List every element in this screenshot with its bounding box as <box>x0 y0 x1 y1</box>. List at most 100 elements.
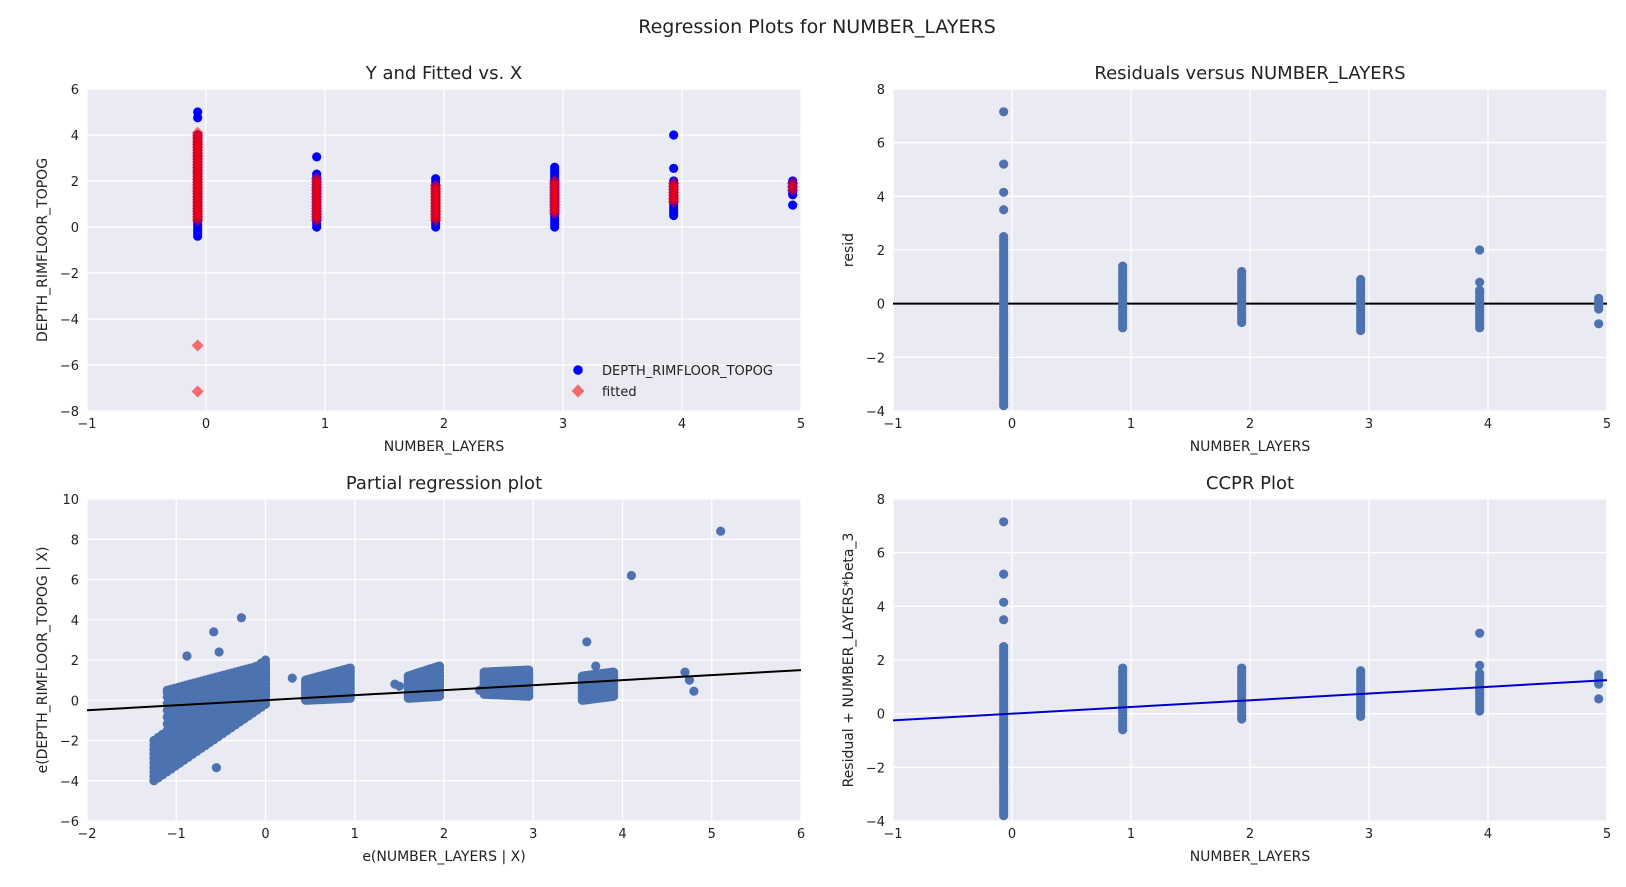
y-tick-label: 8 <box>877 83 885 98</box>
data-point <box>312 152 322 162</box>
y-tick-label: 0 <box>877 708 885 723</box>
x-tick-label: 1 <box>321 417 329 432</box>
data-point <box>1475 285 1485 295</box>
y-tick-label: −6 <box>60 359 79 374</box>
x-tick-label: 1 <box>1127 417 1135 432</box>
data-point <box>191 339 204 352</box>
data-point <box>1475 628 1485 638</box>
data-point <box>999 517 1009 527</box>
y-tick-label: −2 <box>866 761 885 776</box>
x-tick-label: −1 <box>77 417 96 432</box>
y-tick-label: 8 <box>71 533 79 548</box>
partial-regression-panel: −2 −1 0 1 2 3 4 5 6 −6 −4 −2 0 2 4 6 8 10 Partial regressi… <box>35 473 805 865</box>
data-point <box>1475 668 1485 679</box>
y-tick-label: −2 <box>60 735 79 750</box>
y-tick-label: −4 <box>866 405 885 420</box>
y-tick-label: 2 <box>71 175 79 190</box>
data-point <box>429 179 442 192</box>
x-tick-label: 2 <box>1246 417 1254 432</box>
data-point <box>524 665 534 675</box>
data-point <box>1356 666 1366 676</box>
data-point <box>1237 266 1247 277</box>
y-axis-label: resid <box>841 233 857 267</box>
data-point <box>608 667 619 677</box>
x-tick-label: 5 <box>797 417 805 432</box>
data-point <box>669 163 679 173</box>
legend-entry: DEPTH_RIMFLOOR_TOPOG <box>602 364 773 379</box>
x-tick-label: −1 <box>883 827 902 842</box>
x-axis-label: NUMBER_LAYERS <box>1190 439 1311 455</box>
x-tick-label: 5 <box>708 827 716 842</box>
data-point <box>345 663 355 673</box>
x-tick-label: 6 <box>797 827 805 842</box>
y-tick-label: −4 <box>60 313 79 328</box>
series-points <box>149 526 726 786</box>
data-point <box>582 637 592 647</box>
data-point <box>479 681 489 691</box>
data-point <box>788 200 798 210</box>
x-tick-label: 4 <box>1484 417 1492 432</box>
panel-title: Partial regression plot <box>346 473 542 494</box>
data-point <box>1475 277 1485 287</box>
y-axis-label: e(DEPTH_RIMFLOOR_TOPOG | X) <box>35 547 51 774</box>
x-tick-label: 2 <box>440 827 448 842</box>
data-point <box>1118 663 1128 673</box>
x-tick-label: 2 <box>440 417 448 432</box>
series-points <box>999 517 1604 821</box>
data-point <box>999 107 1009 117</box>
data-point <box>999 569 1009 579</box>
marks <box>191 107 799 398</box>
x-tick-label: 3 <box>1365 417 1373 432</box>
data-point <box>310 172 323 185</box>
series-points <box>999 107 1604 411</box>
y-fitted-panel: −1 0 1 2 3 4 5 −8 −6 −4 −2 0 2 4 6 Y and Fitted vs. X NU… <box>35 63 805 455</box>
data-point <box>591 661 601 671</box>
series-points <box>191 126 799 398</box>
data-point <box>999 615 1009 625</box>
y-tick-label: 2 <box>877 244 885 259</box>
residuals-panel: −1 0 1 2 3 4 5 −4 −2 0 2 4 6 8 Residuals versus NUMBER… <box>841 63 1611 455</box>
data-point <box>716 526 726 536</box>
x-tick-label: 0 <box>202 417 210 432</box>
y-tick-label: 0 <box>877 298 885 313</box>
data-point <box>1118 261 1128 271</box>
y-tick-label: −6 <box>60 815 79 830</box>
y-tick-label: 2 <box>877 654 885 669</box>
x-tick-label: −1 <box>883 417 902 432</box>
data-point <box>1594 670 1604 680</box>
y-tick-label: 0 <box>71 694 79 709</box>
y-tick-label: 6 <box>71 83 79 98</box>
data-point <box>999 205 1009 215</box>
x-tick-label: 0 <box>1008 827 1016 842</box>
y-axis-label: Residual + NUMBER_LAYERS*beta_3 <box>841 533 857 788</box>
data-point <box>209 627 219 637</box>
data-point <box>1475 245 1485 255</box>
data-point <box>548 175 561 187</box>
data-point <box>390 679 400 689</box>
x-tick-label: −1 <box>167 827 186 842</box>
x-tick-label: 4 <box>1484 827 1492 842</box>
y-tick-label: 2 <box>71 654 79 669</box>
data-point <box>193 113 203 123</box>
y-tick-label: 6 <box>877 547 885 562</box>
x-axis-label: NUMBER_LAYERS <box>1190 849 1311 865</box>
x-tick-label: 5 <box>1603 417 1611 432</box>
y-tick-label: −4 <box>60 775 79 790</box>
x-tick-label: 1 <box>1127 827 1135 842</box>
x-tick-label: 3 <box>559 417 567 432</box>
panel-title: CCPR Plot <box>1206 473 1294 494</box>
data-point <box>191 385 204 398</box>
y-tick-label: 6 <box>71 574 79 589</box>
figure-title: Regression Plots for NUMBER_LAYERS <box>638 16 996 38</box>
legend-entry: fitted <box>602 385 637 400</box>
data-point <box>684 675 695 685</box>
data-point <box>999 597 1009 607</box>
data-point <box>182 651 192 661</box>
y-axis-label: DEPTH_RIMFLOOR_TOPOG <box>35 158 51 342</box>
y-tick-label: 10 <box>62 493 79 508</box>
y-tick-label: 8 <box>877 493 885 508</box>
panel-title: Residuals versus NUMBER_LAYERS <box>1094 63 1405 84</box>
y-tick-label: 4 <box>71 614 79 629</box>
data-point <box>689 686 699 696</box>
